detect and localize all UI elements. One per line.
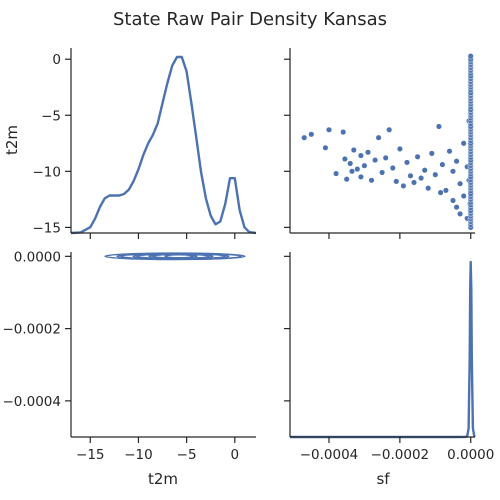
scatter-point (308, 131, 315, 138)
kde2d-contour (164, 254, 194, 259)
scatter-point (396, 145, 403, 152)
scatter-point (340, 129, 347, 136)
panel-kde2d-ytick-label: 0.0000 (14, 249, 61, 265)
scatter-point (400, 182, 407, 189)
scatter-point (437, 189, 444, 196)
scatter-point (403, 159, 411, 166)
panel-sf-kde-xtick-label: −0.0004 (300, 447, 359, 463)
panel-t2m-kde-ytick-label: −10 (33, 164, 62, 180)
scatter-point (442, 187, 449, 194)
panel-sf-kde-xtick-label: −0.0002 (371, 447, 430, 463)
scatter-point (368, 177, 375, 184)
panel-t2m-vs-sf-kde2d: 0.0000 −0.0002 −0.0004 −15 −10 −5 0 t2m (2, 249, 256, 488)
scatter-point (333, 170, 340, 177)
chart-title: State Raw Pair Density Kansas (113, 9, 387, 30)
y-axis-label-t2m: t2m (3, 125, 21, 155)
scatter-point (347, 160, 354, 167)
scatter-point (375, 134, 382, 141)
scatter-point (322, 144, 329, 151)
panel-t2m-kde-ytick-label: 0 (52, 52, 61, 68)
scatter-point (425, 185, 432, 192)
scatter-point (446, 148, 453, 155)
scatter-point (382, 154, 389, 161)
scatter-point (343, 176, 350, 183)
x-axis-label-t2m: t2m (148, 470, 178, 488)
scatter-point (348, 168, 356, 175)
scatter-point (435, 123, 442, 130)
scatter-point (341, 155, 348, 163)
scatter-point (418, 175, 425, 182)
scatter-point (460, 140, 467, 147)
panel-t2m-kde-ytick-label: −5 (41, 108, 61, 124)
scatter-point (414, 153, 421, 160)
kde-curve-sf (290, 260, 476, 439)
scatter-point (467, 53, 474, 60)
scatter-point (457, 180, 464, 187)
scatter-point (453, 204, 460, 211)
kde-curve-t2m (70, 55, 257, 235)
scatter-point (421, 167, 428, 174)
panel-kde2d-xtick-label: −15 (76, 447, 105, 463)
scatter-point (354, 166, 361, 173)
panel-sf-kde-xtick-label: 0.0000 (447, 447, 494, 463)
scatter-point (357, 152, 364, 159)
scatter-point (364, 149, 372, 156)
scatter-point (386, 126, 393, 133)
scatter-point (453, 158, 460, 165)
panel-sf-vs-t2m-scatter (284, 48, 475, 239)
scatter-point (439, 161, 446, 168)
panel-kde2d-ytick-label: −0.0004 (2, 394, 61, 410)
panel-kde2d-xtick-label: −10 (124, 447, 153, 463)
scatter-point (407, 172, 414, 179)
scatter-point (301, 134, 308, 141)
scatter-point (357, 173, 364, 180)
scatter-point (389, 164, 396, 172)
scatter-point (428, 150, 435, 157)
scatter-point (449, 197, 457, 204)
scatter-point (449, 168, 457, 175)
panel-t2m-kde-ytick-label: −15 (33, 220, 62, 236)
scatter-point (457, 210, 464, 217)
scatter-point (361, 162, 368, 169)
scatter-point (432, 171, 439, 178)
scatter-point (460, 192, 467, 200)
scatter-point (372, 157, 379, 164)
scatter-point (410, 179, 418, 186)
panel-sf-kde: −0.0004 −0.0002 0.0000 sf (284, 252, 494, 488)
scatter-point (350, 146, 357, 154)
panel-kde2d-xtick-label: 0 (231, 447, 240, 463)
panel-t2m-kde: 0 −5 −10 −15 t2m (3, 48, 257, 239)
panel-kde2d-ytick-label: −0.0002 (2, 322, 61, 338)
scatter-point (393, 178, 400, 185)
x-axis-label-sf: sf (376, 470, 390, 488)
scatter-point (325, 126, 333, 133)
panel-kde2d-xtick-label: −5 (177, 447, 197, 463)
scatter-point (379, 169, 386, 176)
